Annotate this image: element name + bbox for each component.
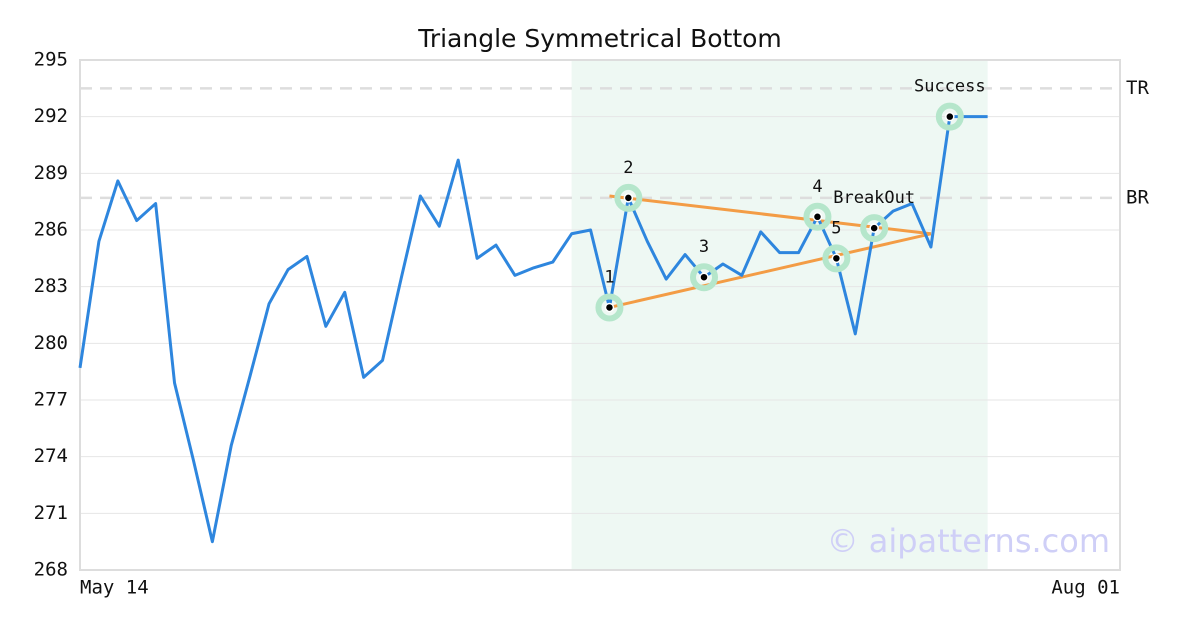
y-tick-label: 271 [34, 502, 68, 524]
y-tick-label: 289 [34, 162, 68, 184]
marker-label: 4 [812, 177, 822, 197]
y-tick-label: 280 [34, 332, 68, 354]
y-tick-label: 277 [34, 389, 68, 411]
pattern-region [571, 60, 988, 570]
marker-label: 3 [699, 237, 709, 257]
pattern-marker-halo [595, 293, 624, 322]
marker-label: 1 [604, 267, 614, 287]
plot-frame [79, 59, 1121, 571]
y-tick-label: 274 [34, 445, 68, 467]
chart-title: Triangle Symmetrical Bottom [417, 24, 782, 53]
pattern-marker-halo [690, 263, 718, 292]
pattern-marker [812, 212, 823, 222]
marker-label: 5 [831, 218, 841, 238]
y-tick-label: 283 [34, 275, 68, 297]
marker-label: Success [914, 77, 986, 97]
level-label: BR [1126, 186, 1149, 208]
pattern-marker [945, 111, 955, 122]
pattern-marker-halo [614, 183, 643, 212]
trend-line [609, 232, 932, 309]
pattern-marker [869, 223, 879, 233]
pattern-marker [831, 253, 842, 264]
pattern-marker-halo [803, 202, 832, 231]
pattern-marker-halo [822, 244, 851, 273]
watermark: © aipatterns.com [827, 522, 1110, 560]
marker-label: BreakOut [833, 188, 915, 208]
pattern-marker [604, 302, 615, 313]
marker-label: 2 [623, 158, 633, 178]
pattern-marker [623, 193, 634, 203]
level-label: TR [1126, 77, 1149, 99]
pattern-marker-halo [860, 214, 889, 243]
y-tick-label: 292 [34, 105, 68, 127]
y-tick-label: 295 [34, 49, 68, 71]
y-tick-label: 286 [34, 219, 68, 241]
x-tick-label: Aug 01 [1051, 577, 1120, 599]
y-tick-label: 268 [34, 559, 68, 581]
pattern-marker [699, 272, 709, 282]
pattern-marker-halo [935, 102, 964, 131]
x-tick-label: May 14 [80, 577, 149, 599]
